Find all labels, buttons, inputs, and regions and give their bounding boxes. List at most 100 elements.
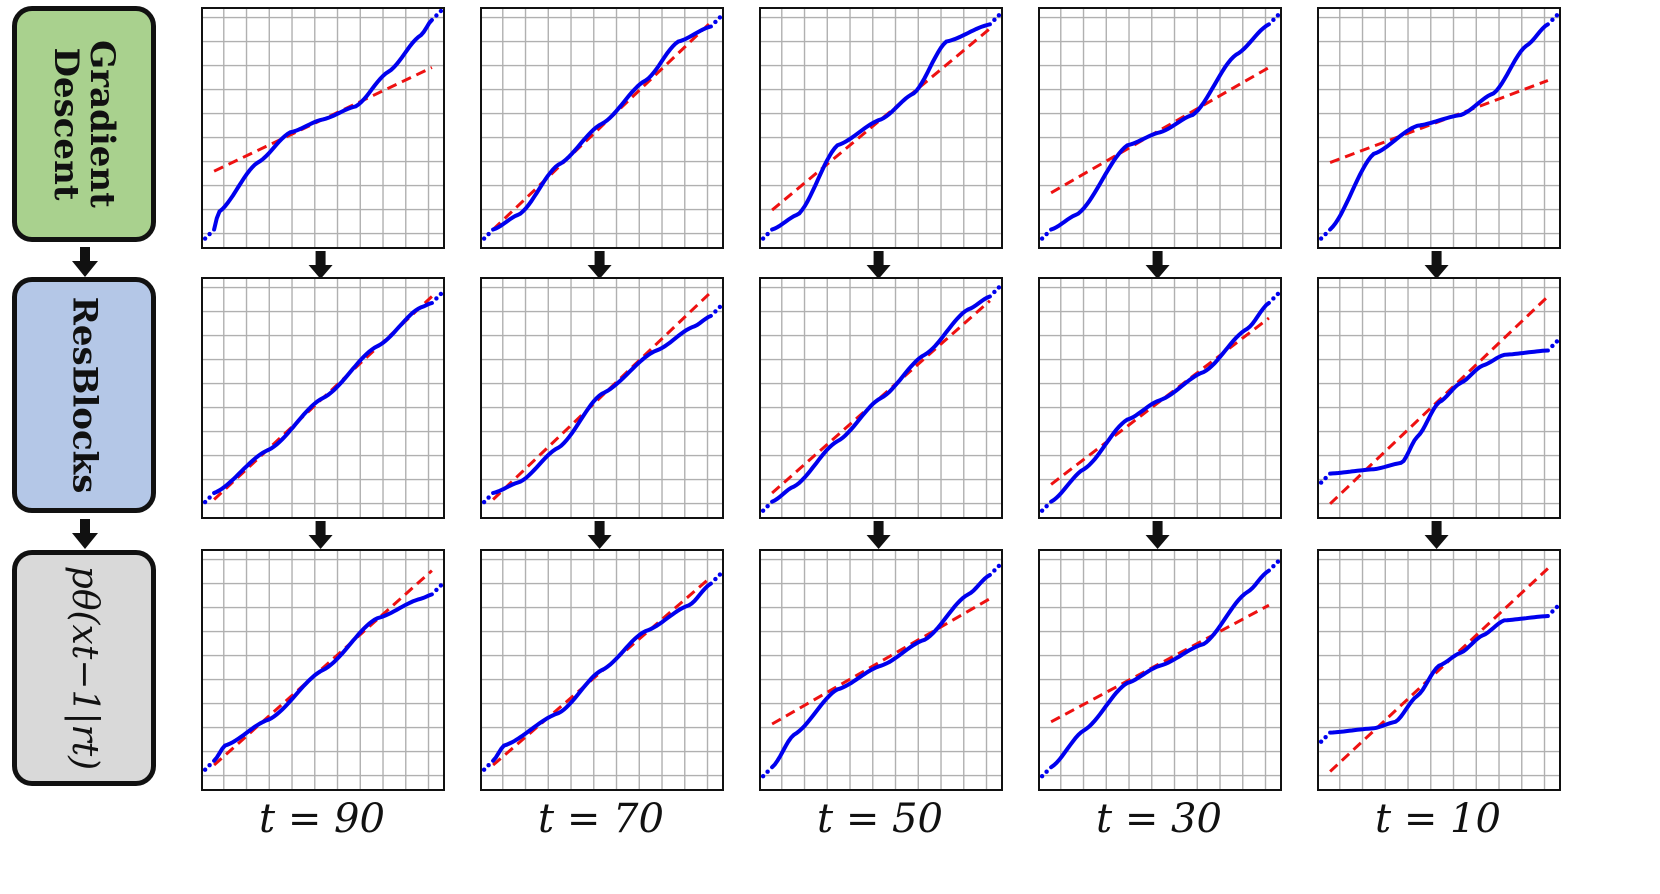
tail-point xyxy=(713,576,718,582)
tail-point xyxy=(992,289,997,295)
tail-point xyxy=(760,508,766,513)
tail-point xyxy=(765,769,770,774)
tail-point xyxy=(1554,339,1560,344)
tail-point xyxy=(434,587,439,593)
panel-frame xyxy=(759,549,1003,791)
qq-panel-r2-c1 xyxy=(480,549,724,791)
tail-point xyxy=(1271,563,1276,569)
tail-point xyxy=(1323,734,1328,740)
qq-panel-r0-c3 xyxy=(1038,7,1282,249)
tail-point xyxy=(1550,609,1555,614)
quantile-curve xyxy=(1049,301,1271,504)
panel-frame xyxy=(201,549,445,791)
tail-point xyxy=(1271,296,1276,301)
tail-point xyxy=(207,495,212,500)
panel-frame xyxy=(1317,549,1561,791)
panel-background xyxy=(1318,8,1560,248)
column-label-t90: t = 90 xyxy=(259,796,385,842)
tail-point xyxy=(1323,475,1328,481)
tail-point xyxy=(1039,236,1045,241)
qq-panel-r0-c4 xyxy=(1317,7,1561,249)
tail-point xyxy=(717,15,723,20)
down-arrow-icon xyxy=(587,521,612,549)
panel-background xyxy=(1039,8,1281,248)
tail-point xyxy=(996,13,1002,18)
tail-point xyxy=(996,285,1002,290)
tail-point xyxy=(765,503,770,509)
tail-point xyxy=(992,568,997,573)
tail-point xyxy=(202,236,208,241)
stage-label-resblocks: ResBlocks xyxy=(64,296,105,494)
qq-panel-r0-c1 xyxy=(480,7,724,249)
tail-point xyxy=(207,231,212,237)
tail-point xyxy=(713,19,718,25)
tail-point xyxy=(1271,17,1276,23)
down-arrow-icon xyxy=(866,521,891,549)
panel-frame xyxy=(1038,277,1282,519)
panel-frame xyxy=(480,549,724,791)
tail-point xyxy=(486,763,491,768)
tail-point xyxy=(1550,17,1555,23)
stage-label-gradient-descent: Gradient Descent xyxy=(46,40,122,208)
qq-panel-r1-c4 xyxy=(1317,277,1561,519)
quantile-curve xyxy=(1328,22,1550,232)
tail-point xyxy=(202,767,208,772)
panel-frame xyxy=(1317,7,1561,249)
panel-background xyxy=(760,8,1002,248)
tail-point xyxy=(486,231,491,237)
qq-panel-r1-c1 xyxy=(480,277,724,519)
tail-point xyxy=(202,499,208,505)
tail-point xyxy=(434,13,439,18)
tail-point xyxy=(996,563,1002,569)
tail-point xyxy=(760,774,766,779)
tail-point xyxy=(1554,604,1560,610)
quantile-curve xyxy=(1049,568,1271,770)
tail-point xyxy=(760,236,766,241)
quantile-curve xyxy=(212,301,434,495)
tail-point xyxy=(438,8,444,14)
quantile-curve xyxy=(770,22,992,232)
reference-line xyxy=(771,597,991,726)
tail-point xyxy=(1044,231,1049,237)
qq-panel-r1-c2 xyxy=(759,277,1003,519)
qq-panel-r2-c2 xyxy=(759,549,1003,791)
tail-point xyxy=(992,17,997,23)
tail-point xyxy=(481,236,487,241)
stage-box-posterior: pθ(xt−1|rt) xyxy=(12,550,156,786)
qq-panel-r1-c0 xyxy=(201,277,445,519)
panel-frame xyxy=(480,7,724,249)
quantile-curve xyxy=(770,573,992,770)
panel-frame xyxy=(1038,7,1282,249)
tail-point xyxy=(481,767,487,772)
tail-point xyxy=(1275,559,1281,564)
down-arrow-icon xyxy=(1424,251,1449,279)
down-arrow-icon xyxy=(1145,521,1170,549)
reference-line xyxy=(1329,567,1549,773)
down-arrow-icon xyxy=(1145,251,1170,279)
tail-point xyxy=(486,495,491,500)
panel-frame xyxy=(759,277,1003,519)
tail-point xyxy=(1318,739,1324,744)
panel-background xyxy=(1039,278,1281,518)
down-arrow-icon xyxy=(1424,521,1449,549)
tail-point xyxy=(1044,769,1049,774)
down-arrow-icon xyxy=(308,521,333,549)
down-arrow-icon xyxy=(72,247,98,277)
panel-frame xyxy=(201,7,445,249)
down-arrow-icon xyxy=(308,251,333,279)
tail-point xyxy=(207,763,212,768)
quantile-curve xyxy=(212,18,434,232)
quantile-curve xyxy=(491,313,713,495)
tail-point xyxy=(1275,291,1281,297)
qq-panel-r2-c3 xyxy=(1038,549,1282,791)
panel-background xyxy=(202,8,444,248)
panel-background xyxy=(481,8,723,248)
panel-frame xyxy=(480,277,724,519)
tail-point xyxy=(438,583,444,588)
tail-point xyxy=(434,296,439,301)
quantile-curve xyxy=(491,581,713,763)
stage-label-posterior: pθ(xt−1|rt) xyxy=(64,565,106,771)
qq-panel-r0-c2 xyxy=(759,7,1003,249)
column-label-t10: t = 10 xyxy=(1375,796,1501,842)
tail-point xyxy=(1318,236,1324,241)
